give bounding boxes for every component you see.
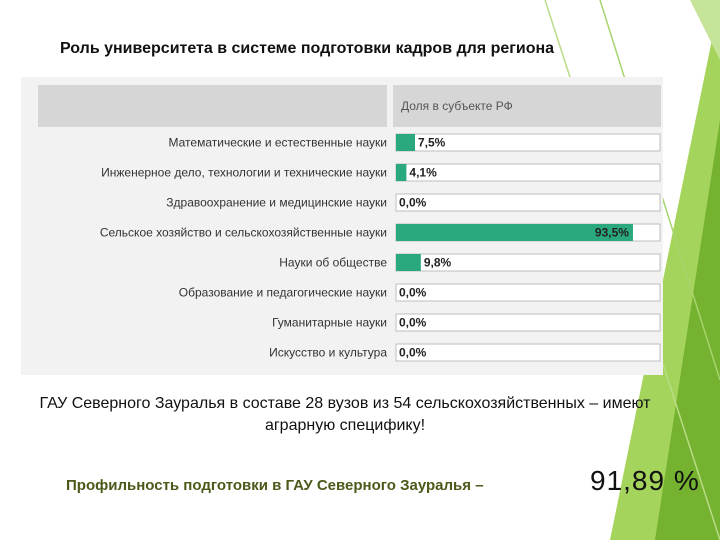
category-label: Науки об обществе xyxy=(279,256,387,270)
category-label: Здравоохранение и медицинские науки xyxy=(166,196,387,210)
bar-chart: Доля в субъекте РФ Математические и естес… xyxy=(38,85,661,362)
value-label: 9,8% xyxy=(424,256,452,270)
header-left-cell xyxy=(38,85,387,127)
profile-highlight: Профильность подготовки в ГАУ Северного … xyxy=(66,465,706,505)
category-label: Искусство и культура xyxy=(269,346,387,360)
highlight-value: 91,89 % xyxy=(590,465,700,496)
bar xyxy=(396,134,416,151)
bar-track xyxy=(395,313,661,332)
category-label: Инженерное дело, технологии и технически… xyxy=(101,166,387,180)
category-label: Сельское хозяйство и сельскохозяйственны… xyxy=(100,226,387,240)
bar xyxy=(396,254,421,271)
bar xyxy=(396,224,633,241)
value-label: 4,1% xyxy=(409,166,437,180)
value-label: 0,0% xyxy=(399,196,427,210)
value-label: 0,0% xyxy=(399,316,427,330)
slide-description: ГАУ Северного Зауралья в составе 28 вузо… xyxy=(39,395,651,434)
bar-track xyxy=(395,283,661,302)
value-label: 0,0% xyxy=(399,286,427,300)
bar-track xyxy=(395,343,661,362)
category-label: Гуманитарные науки xyxy=(272,316,387,330)
value-label: 93,5% xyxy=(595,226,629,240)
bar-track xyxy=(395,193,661,212)
chart-panel: Доля в субъекте РФ Математические и естес… xyxy=(21,77,663,375)
value-label: 7,5% xyxy=(418,136,446,150)
header-right-cell xyxy=(393,85,661,127)
category-label: Математические и естественные науки xyxy=(169,136,387,150)
value-label: 0,0% xyxy=(399,346,427,360)
highlight-label: Профильность подготовки в ГАУ Северного … xyxy=(66,477,484,494)
slide-title: Роль университета в системе подготовки к… xyxy=(60,40,555,57)
bar xyxy=(396,164,407,181)
header-label: Доля в субъекте РФ xyxy=(401,99,513,113)
category-label: Образование и педагогические науки xyxy=(179,286,387,300)
